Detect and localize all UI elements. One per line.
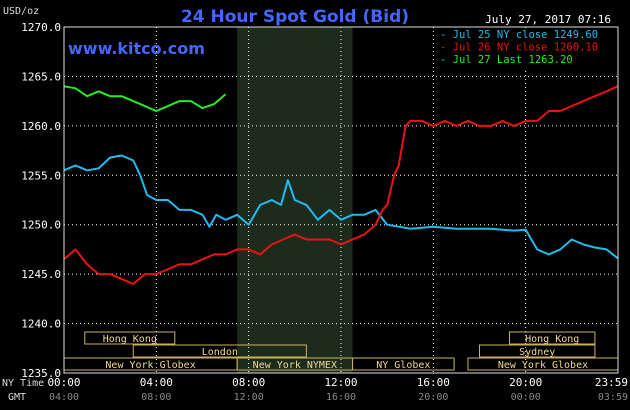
session-box [509,331,596,345]
x-tick-label-ny: 00:00 [47,376,80,389]
legend-entry: - Jul 26 NY close 1260.10 [440,42,598,54]
session-box [84,331,176,345]
x-tick-label-gmt: 20:00 [418,392,448,403]
session-label: Hong Kong [525,334,579,345]
x-tick-label-gmt: 16:00 [326,392,356,403]
chart-title: 24 Hour Spot Gold (Bid) [181,7,409,27]
y-tick-label: 1250.0 [21,219,61,232]
y-tick-label: 1270.0 [21,21,61,34]
timestamp: July 27, 2017 07:16 [485,13,611,26]
session-label: NY Globex [376,360,430,371]
x-tick-label-gmt: 03:59 [598,392,628,403]
session-label: New York Globex [498,360,588,371]
legend-entry: - Jul 25 NY close 1249.60 [440,29,598,41]
y-tick-label: 1235.0 [21,367,61,380]
y-axis-label: USD/oz [3,6,39,17]
plot-frame [63,26,619,374]
x-tick-label-gmt: 08:00 [141,392,171,403]
session-label: New York Globex [105,360,195,371]
x-tick-label-gmt: 00:00 [511,392,541,403]
session-box [479,344,596,358]
y-tick-label: 1240.0 [21,318,61,331]
x-tick-label-ny: 04:00 [140,376,173,389]
x-tick-label-gmt: 04:00 [49,392,79,403]
series-line-jul-26 [63,85,619,285]
watermark: www.kitco.com [68,39,205,58]
x-tick-label-ny: 20:00 [509,376,542,389]
x-tick-label-ny: 23:59 [595,376,628,389]
x-tick-label-gmt: 12:00 [234,392,264,403]
session-box [352,357,455,371]
ny-time-label: NY Time [2,378,44,389]
session-label: Sydney [519,347,555,358]
session-box [132,344,307,358]
session-label: Hong Kong [103,334,157,345]
y-tick-label: 1260.0 [21,120,61,133]
session-label: London [202,347,238,358]
y-tick-label: 1255.0 [21,169,61,182]
x-tick-label-ny: 16:00 [417,376,450,389]
series-line-jul-25 [63,154,619,260]
x-tick-label-ny: 08:00 [232,376,265,389]
legend-entry: - Jul 27 Last 1263.20 [440,54,573,66]
series-line-jul-27 [63,85,227,112]
y-tick-label: 1265.0 [21,70,61,83]
legend-box [437,28,615,69]
gmt-label: GMT [8,392,26,403]
y-tick-label: 1245.0 [21,268,61,281]
session-label: New York NYMEX [253,360,337,371]
x-tick-label-ny: 12:00 [324,376,357,389]
